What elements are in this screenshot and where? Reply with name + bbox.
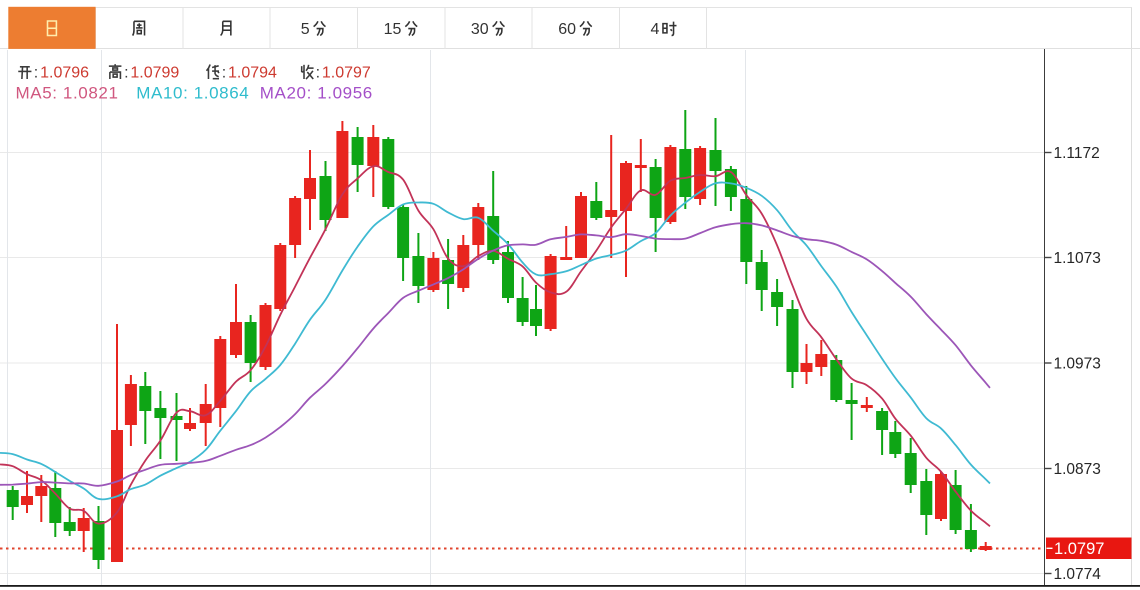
svg-text:1.0774: 1.0774: [1054, 566, 1102, 583]
svg-text:60: 60: [558, 21, 576, 38]
svg-text::: :: [124, 64, 128, 81]
svg-text:30: 30: [471, 21, 489, 38]
svg-text:1.0973: 1.0973: [1054, 355, 1101, 372]
svg-text:1.1073: 1.1073: [1054, 250, 1101, 267]
svg-text:1.0794: 1.0794: [228, 64, 277, 81]
svg-text:1.1172: 1.1172: [1054, 145, 1100, 162]
svg-text:MA20: 1.0956: MA20: 1.0956: [260, 84, 373, 103]
svg-text:1.0873: 1.0873: [1054, 461, 1101, 478]
svg-text:5: 5: [301, 21, 310, 38]
svg-text:MA10: 1.0864: MA10: 1.0864: [136, 84, 249, 103]
svg-text:1.0796: 1.0796: [40, 64, 89, 81]
svg-text::: :: [34, 64, 38, 81]
svg-text:15: 15: [384, 21, 402, 38]
svg-text::: :: [316, 64, 320, 81]
svg-text:MA5: 1.0821: MA5: 1.0821: [16, 84, 119, 103]
svg-text:1.0799: 1.0799: [130, 64, 179, 81]
svg-text::: :: [222, 64, 226, 81]
svg-text:4: 4: [651, 21, 660, 38]
svg-text:1.0797: 1.0797: [1054, 540, 1104, 558]
svg-text:1.0797: 1.0797: [322, 64, 371, 81]
